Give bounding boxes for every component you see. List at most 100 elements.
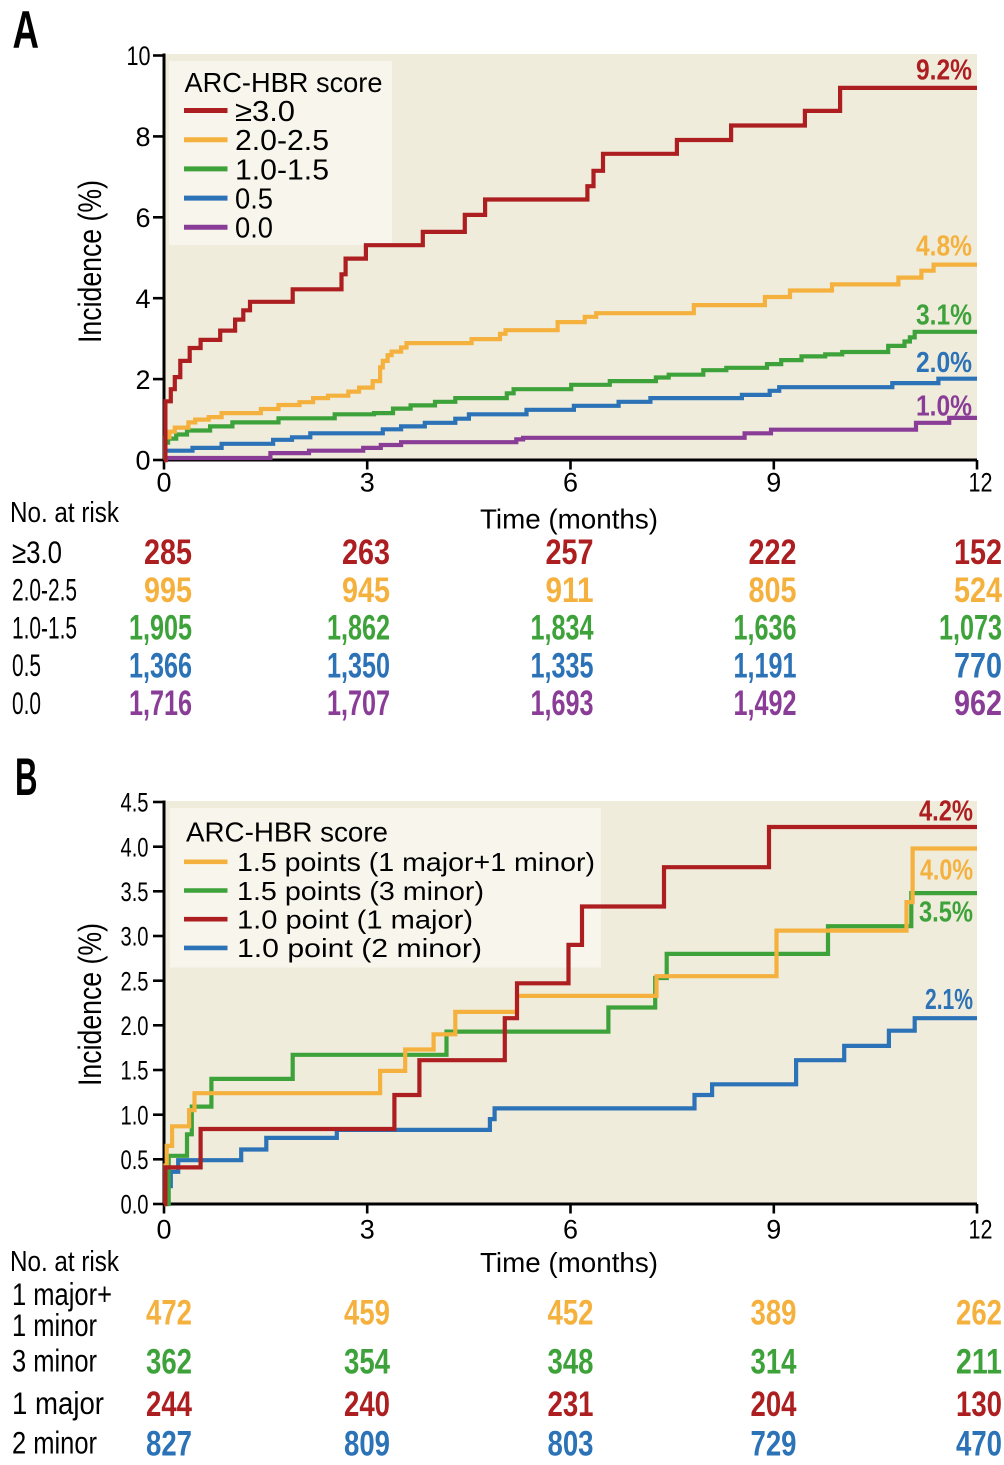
svg-text:1,366: 1,366 — [129, 646, 192, 685]
svg-text:1,191: 1,191 — [734, 646, 797, 685]
svg-text:6: 6 — [135, 203, 150, 233]
svg-text:1.0-1.5: 1.0-1.5 — [12, 609, 77, 645]
svg-text:1,862: 1,862 — [327, 609, 390, 648]
svg-text:2 minor: 2 minor — [12, 1424, 97, 1460]
svg-text:9: 9 — [766, 468, 781, 498]
svg-text:No. at risk: No. at risk — [10, 1246, 119, 1278]
svg-text:2: 2 — [135, 365, 150, 395]
svg-text:211: 211 — [956, 1343, 1002, 1382]
svg-text:389: 389 — [751, 1294, 797, 1333]
svg-text:ARC-HBR score: ARC-HBR score — [186, 816, 388, 847]
svg-text:2.0-2.5: 2.0-2.5 — [12, 572, 77, 608]
svg-text:285: 285 — [144, 533, 192, 572]
svg-text:1 major+: 1 major+ — [12, 1276, 112, 1312]
svg-text:9.2%: 9.2% — [916, 54, 972, 86]
svg-text:4: 4 — [135, 284, 150, 314]
svg-text:No. at risk: No. at risk — [10, 497, 119, 529]
svg-text:6: 6 — [563, 468, 578, 498]
svg-text:1.5: 1.5 — [121, 1056, 149, 1086]
svg-text:348: 348 — [548, 1343, 594, 1382]
svg-text:3 minor: 3 minor — [12, 1342, 97, 1378]
svg-text:3.1%: 3.1% — [916, 299, 972, 331]
svg-text:945: 945 — [342, 571, 390, 610]
svg-text:12: 12 — [969, 468, 993, 498]
svg-text:4.0: 4.0 — [121, 832, 149, 862]
svg-text:1,073: 1,073 — [939, 609, 1002, 648]
svg-text:231: 231 — [548, 1385, 594, 1424]
svg-text:770: 770 — [954, 646, 1002, 685]
svg-text:2.0-2.5: 2.0-2.5 — [235, 125, 329, 157]
svg-text:4.5: 4.5 — [121, 788, 149, 818]
svg-text:0: 0 — [156, 1215, 171, 1245]
svg-text:0.0: 0.0 — [12, 685, 41, 721]
svg-text:0.5: 0.5 — [235, 184, 273, 216]
svg-text:1.5 points (1 major+1 minor): 1.5 points (1 major+1 minor) — [237, 847, 595, 877]
svg-text:3.0: 3.0 — [121, 922, 149, 952]
svg-text:2.0: 2.0 — [121, 1011, 149, 1041]
svg-text:729: 729 — [751, 1425, 797, 1464]
svg-text:805: 805 — [749, 571, 797, 610]
svg-text:0.5: 0.5 — [12, 647, 41, 683]
svg-text:470: 470 — [956, 1425, 1002, 1464]
svg-text:0.0: 0.0 — [235, 213, 273, 245]
svg-text:244: 244 — [146, 1385, 192, 1424]
svg-text:4.0%: 4.0% — [920, 854, 973, 886]
svg-text:995: 995 — [144, 571, 192, 610]
svg-text:1 minor: 1 minor — [12, 1307, 97, 1343]
svg-text:0.5: 0.5 — [121, 1145, 149, 1175]
svg-text:1.0 point (1 major): 1.0 point (1 major) — [237, 905, 473, 935]
svg-text:3.5%: 3.5% — [919, 896, 973, 928]
svg-text:6: 6 — [563, 1215, 578, 1245]
svg-text:Incidence (%): Incidence (%) — [72, 923, 108, 1086]
svg-text:1.0: 1.0 — [121, 1100, 149, 1130]
svg-text:1,350: 1,350 — [327, 646, 390, 685]
svg-text:1,636: 1,636 — [734, 609, 797, 648]
svg-text:1 major: 1 major — [12, 1385, 104, 1421]
svg-text:0: 0 — [156, 468, 171, 498]
svg-text:130: 130 — [956, 1385, 1002, 1424]
svg-text:3.5: 3.5 — [121, 877, 149, 907]
svg-text:262: 262 — [956, 1294, 1002, 1333]
svg-text:2.5: 2.5 — [121, 966, 149, 996]
svg-text:263: 263 — [342, 533, 390, 572]
svg-text:0: 0 — [135, 446, 150, 476]
svg-text:257: 257 — [546, 533, 594, 572]
svg-text:314: 314 — [751, 1343, 797, 1382]
svg-text:2.1%: 2.1% — [925, 984, 973, 1016]
svg-text:911: 911 — [546, 571, 594, 610]
svg-text:1,905: 1,905 — [129, 609, 192, 648]
svg-text:10: 10 — [127, 41, 151, 71]
svg-text:354: 354 — [344, 1343, 390, 1382]
svg-text:1.5 points (3 minor): 1.5 points (3 minor) — [237, 876, 484, 906]
svg-text:3: 3 — [360, 1215, 375, 1245]
svg-text:1,716: 1,716 — [129, 684, 192, 723]
svg-text:152: 152 — [954, 533, 1002, 572]
svg-text:ARC-HBR score: ARC-HBR score — [185, 67, 383, 98]
svg-text:204: 204 — [751, 1385, 797, 1424]
svg-text:3: 3 — [360, 468, 375, 498]
svg-text:1.0%: 1.0% — [916, 390, 972, 422]
svg-text:240: 240 — [344, 1385, 390, 1424]
svg-text:1.0-1.5: 1.0-1.5 — [235, 154, 329, 186]
svg-text:2.0%: 2.0% — [916, 347, 972, 379]
svg-text:472: 472 — [146, 1294, 192, 1333]
svg-text:4.2%: 4.2% — [919, 795, 973, 827]
svg-text:Incidence (%): Incidence (%) — [72, 180, 108, 343]
svg-text:803: 803 — [548, 1425, 594, 1464]
svg-text:809: 809 — [344, 1425, 390, 1464]
svg-text:8: 8 — [135, 122, 150, 152]
svg-text:Time (months): Time (months) — [480, 504, 658, 535]
svg-text:B: B — [15, 748, 38, 807]
svg-text:12: 12 — [969, 1215, 993, 1245]
svg-text:827: 827 — [146, 1425, 192, 1464]
svg-text:Time (months): Time (months) — [480, 1247, 658, 1278]
svg-text:≥3.0: ≥3.0 — [12, 534, 62, 570]
svg-text:459: 459 — [344, 1294, 390, 1333]
svg-text:1,693: 1,693 — [531, 684, 594, 723]
svg-text:1,834: 1,834 — [531, 609, 594, 648]
svg-text:1,492: 1,492 — [734, 684, 797, 723]
svg-text:962: 962 — [954, 684, 1002, 723]
svg-text:452: 452 — [548, 1294, 594, 1333]
svg-text:362: 362 — [146, 1343, 192, 1382]
svg-text:A: A — [13, 1, 40, 60]
